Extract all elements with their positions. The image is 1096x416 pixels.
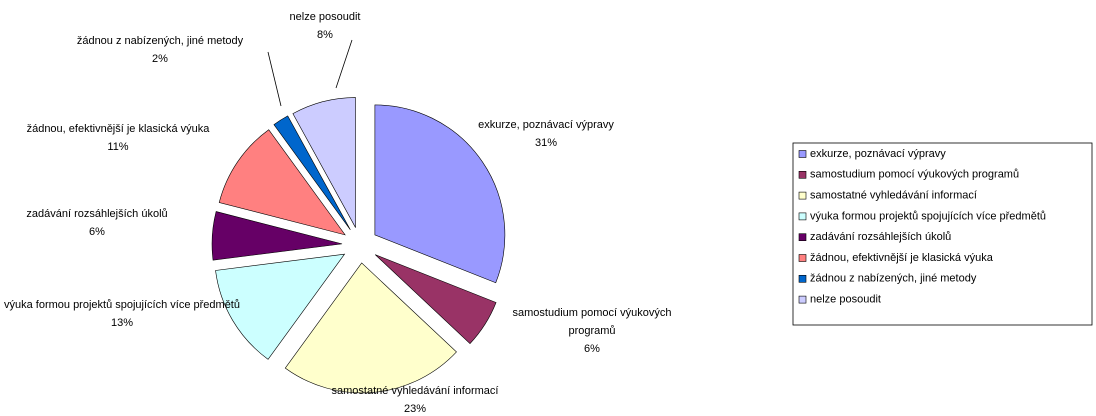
pie-slice	[218, 129, 346, 236]
slice-label: samostudium pomocí výukových programů 6%	[492, 304, 692, 358]
slice-label-value: 8%	[317, 29, 333, 41]
slice-label-name: samostatné vyhledávání informací	[331, 385, 499, 397]
legend-label: samostudium pomocí výukových programů	[810, 169, 1019, 181]
legend-swatch	[798, 212, 807, 221]
legend-swatch	[798, 171, 807, 179]
slice-label-value: 31%	[534, 137, 558, 149]
legend-swatch	[798, 150, 807, 158]
legend-swatch	[798, 254, 807, 262]
slice-label-name: žádnou, efektivnější je klasická výuka	[26, 123, 210, 135]
legend-label: nelze posoudit	[810, 294, 881, 306]
pie-slice	[374, 254, 497, 345]
slice-label: žádnou, efektivnější je klasická výuka 11…	[0, 120, 243, 156]
legend-swatch	[798, 295, 807, 304]
slice-label-value: 11%	[107, 141, 129, 153]
legend-swatch	[798, 233, 807, 241]
legend-label: žádnou z nabízených, jiné metody	[810, 273, 977, 285]
slice-label: exkurze, poznávací výpravy 31%	[446, 116, 646, 152]
slice-label: nelze posoudit 8%	[225, 8, 425, 44]
legend-label: výuka formou projektů spojujících více p…	[810, 210, 1046, 222]
legend-label: exkurze, poznávací výpravy	[810, 148, 946, 160]
leader-line	[267, 51, 282, 107]
legend-box	[792, 142, 1093, 326]
slice-label-name: exkurze, poznávací výpravy	[478, 119, 614, 131]
slice-label: žádnou z nabízených, jiné metody 2%	[35, 32, 285, 68]
slice-label-name: nelze posoudit	[289, 11, 361, 23]
legend-swatch	[798, 191, 807, 200]
slice-label-value: 2%	[152, 53, 168, 65]
slice-label: samostatné vyhledávání informací 23%	[295, 382, 535, 416]
pie-slice	[374, 104, 506, 284]
leader-line	[335, 39, 353, 89]
pie-slice	[211, 211, 343, 261]
legend-swatch	[798, 274, 807, 283]
slice-label-value: 6%	[584, 343, 600, 355]
legend-label: žádnou, efektivnější je klasická výuka	[810, 252, 994, 264]
slice-label: zadávání rozsáhlejších úkolů 6%	[0, 205, 197, 241]
slice-label-name: zadávání rozsáhlejších úkolů	[26, 208, 168, 220]
slice-label-name: žádnou z nabízených, jiné metody	[76, 35, 244, 47]
slice-label-value: 6%	[89, 226, 105, 238]
pie-slice	[292, 97, 356, 228]
slice-label-name: samostudium pomocí výukových programů	[512, 307, 672, 337]
pie-slice	[215, 253, 346, 360]
slice-label: výuka formou projektů spojujících více p…	[0, 296, 247, 332]
legend-label: zadávání rozsáhlejších úkolů	[810, 231, 951, 243]
pie-slice	[284, 262, 457, 394]
pie-slice	[273, 115, 351, 230]
slice-label-name: výuka formou projektů spojujících více p…	[3, 299, 240, 311]
legend-label: samostatné vyhledávání informací	[810, 190, 977, 202]
slice-label-value: 13%	[110, 317, 134, 329]
slice-label-value: 23%	[403, 403, 427, 415]
